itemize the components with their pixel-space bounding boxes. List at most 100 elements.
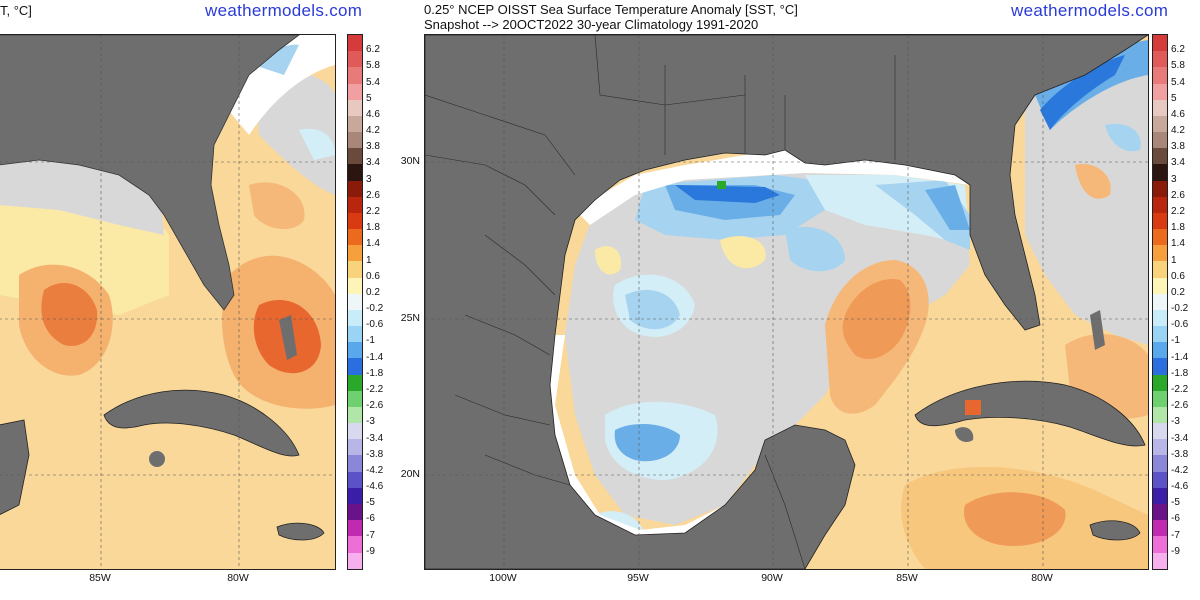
- colorbar-swatch: [348, 487, 362, 504]
- right-colorbar-labels: 6.2 5.8 5.4 5 4.6 4.2 3.8 3.4 3 2.6 2.2 1.8 1.4 1 0.6 0…: [1171, 34, 1200, 568]
- right-map-title: 0.25° NCEP OISST Sea Surface Temperature…: [424, 2, 798, 17]
- colorbar-swatch: [348, 552, 362, 569]
- colorbar-swatch: [1153, 132, 1167, 149]
- colorbar-swatch: [348, 520, 362, 537]
- right-x-label: 80W: [1031, 572, 1053, 584]
- colorbar-swatch: [348, 342, 362, 359]
- colorbar-swatch: [348, 309, 362, 327]
- anomaly-deep-cool-region: [675, 185, 780, 203]
- anomaly-cool-region: [299, 128, 335, 160]
- anomaly-green-spot: [717, 181, 726, 189]
- left-map-title: T, °C]: [0, 3, 32, 18]
- colorbar-label: -2.6: [366, 400, 384, 412]
- left-x-label: 85W: [89, 572, 111, 584]
- colorbar-label: -9: [1171, 545, 1180, 557]
- colorbar-label: -1.8: [366, 367, 384, 379]
- colorbar-swatch: [1153, 503, 1167, 521]
- colorbar-label: 5.4: [366, 76, 380, 88]
- anomaly-cool-region: [925, 185, 970, 230]
- colorbar-swatch: [1153, 423, 1167, 440]
- colorbar-swatch: [1153, 196, 1167, 213]
- colorbar-swatch: [1153, 293, 1167, 310]
- colorbar-label: -4.2: [366, 464, 384, 476]
- colorbar-label: 3.8: [366, 141, 380, 153]
- colorbar-swatch: [348, 455, 362, 472]
- colorbar-swatch: [1153, 406, 1167, 424]
- colorbar-label: 1.4: [366, 238, 380, 250]
- anomaly-warm-region: [1075, 164, 1111, 199]
- colorbar-swatch: [1153, 115, 1167, 133]
- land-yucatan: [0, 419, 30, 515]
- colorbar-label: 1.4: [1171, 238, 1185, 250]
- colorbar-label: 5: [1171, 92, 1177, 104]
- anomaly-warm-light-region: [720, 236, 766, 269]
- left-colorbar-labels: 6.2 5.8 5.4 5 4.6 4.2 3.8 3.4 3 2.6 2.2 1.8 1.4 1 0.6 0…: [366, 34, 396, 568]
- right-brand-watermark: weathermodels.com: [1011, 1, 1169, 20]
- colorbar-label: 6.2: [366, 44, 380, 56]
- colorbar-swatch: [1153, 67, 1167, 84]
- colorbar-label: 3: [366, 173, 372, 185]
- colorbar-label: -3: [366, 416, 375, 428]
- left-x-label: 80W: [227, 572, 249, 584]
- colorbar-label: 5.8: [366, 60, 380, 72]
- colorbar-swatch: [1153, 342, 1167, 359]
- anomaly-cool-region: [785, 226, 845, 272]
- land-isla-juventud: [149, 451, 165, 467]
- colorbar-label: 0.2: [1171, 286, 1185, 298]
- colorbar-swatch: [348, 229, 362, 246]
- colorbar-swatch: [348, 277, 362, 294]
- land-north-america: [425, 35, 1148, 569]
- colorbar-label: 6.2: [1171, 44, 1185, 56]
- land-isla-juventud: [955, 427, 974, 442]
- right-x-label: 95W: [627, 572, 649, 584]
- colorbar-label: 1: [366, 254, 372, 266]
- right-x-label: 90W: [761, 572, 783, 584]
- colorbar-label: -1.8: [1171, 367, 1189, 379]
- colorbar-label: 3.4: [1171, 157, 1185, 169]
- anomaly-warm-region: [249, 182, 305, 230]
- colorbar-label: 0.6: [1171, 270, 1185, 282]
- colorbar-swatch: [348, 471, 362, 488]
- graticule: [0, 35, 335, 569]
- colorbar-swatch: [348, 439, 362, 456]
- colorbar-swatch: [348, 196, 362, 213]
- colorbar-swatch: [348, 51, 362, 68]
- coastal-no-data: [575, 145, 970, 225]
- colorbar-label: 1.8: [366, 222, 380, 234]
- colorbar-label: 5: [366, 92, 372, 104]
- colorbar-label: -4.6: [366, 481, 384, 493]
- anomaly-hot-spot: [965, 400, 981, 415]
- colorbar-swatch: [1153, 374, 1167, 391]
- colorbar-swatch: [1153, 229, 1167, 246]
- colorbar-swatch: [1153, 99, 1167, 116]
- left-colorbar: [347, 34, 363, 570]
- colorbar-label: -2.2: [366, 384, 384, 395]
- colorbar-label: -2.2: [1171, 384, 1189, 395]
- colorbar-label: -3.4: [366, 432, 384, 444]
- anomaly-cool-region: [254, 44, 299, 75]
- colorbar-swatch: [348, 148, 362, 165]
- colorbar-swatch: [1153, 471, 1167, 488]
- political-borders: [425, 35, 896, 569]
- colorbar-label: 5.4: [1171, 76, 1185, 88]
- colorbar-swatch: [348, 99, 362, 116]
- colorbar-label: -1: [1171, 335, 1180, 347]
- right-map-subtitle: Snapshot --> 20OCT2022 30-year Climatolo…: [424, 17, 759, 32]
- colorbar-label: 1.8: [1171, 222, 1185, 234]
- colorbar-label: 3: [1171, 173, 1177, 185]
- land-jamaica: [276, 522, 325, 541]
- right-y-label: 20N: [400, 468, 420, 480]
- right-map: [424, 34, 1149, 570]
- land-bahamas: [279, 315, 297, 360]
- colorbar-swatch: [348, 67, 362, 84]
- colorbar-label: -3.4: [1171, 432, 1189, 444]
- colorbar-label: -7: [1171, 529, 1180, 541]
- anomaly-hot-region: [964, 492, 1066, 546]
- colorbar-swatch: [348, 35, 362, 52]
- colorbar-label: -4.6: [1171, 481, 1189, 493]
- anomaly-cool-region: [1105, 123, 1141, 152]
- colorbar-label: -5: [366, 497, 375, 509]
- colorbar-label: -0.6: [1171, 319, 1189, 331]
- colorbar-swatch: [348, 536, 362, 553]
- colorbar-swatch: [348, 83, 362, 100]
